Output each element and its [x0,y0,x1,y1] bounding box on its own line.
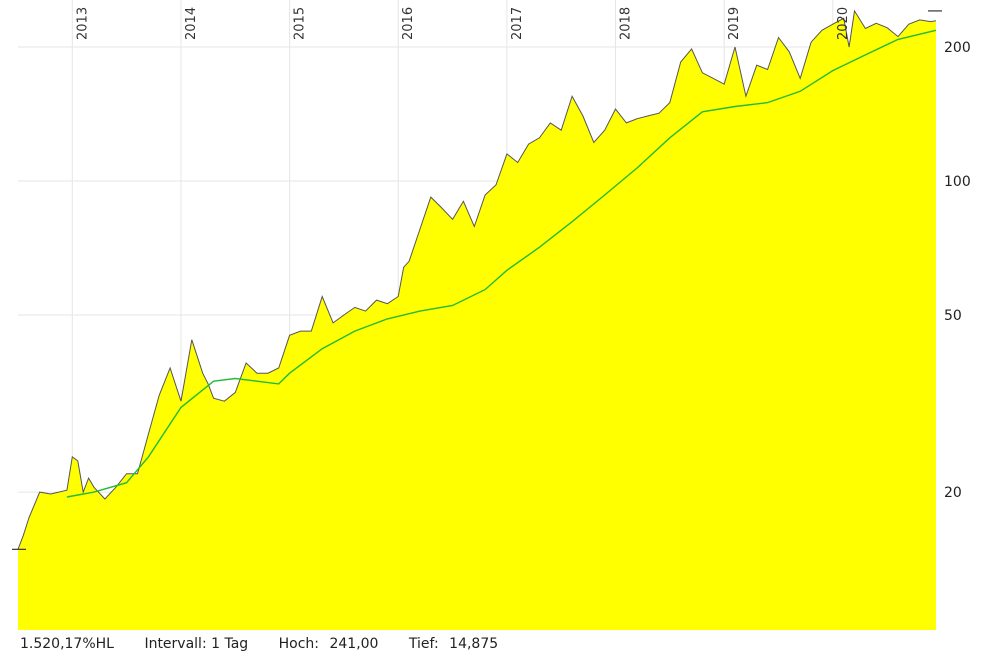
x-tick-label: 2018 [619,7,634,40]
x-tick-label: 2013 [75,7,90,40]
x-axis-ticks: 2013 2014 2015 2016 2017 2018 2019 2020 [75,7,850,40]
moving-average-line [66,29,937,498]
x-tick-label: 2017 [510,7,525,40]
range-markers [12,10,942,550]
x-tick-label: 2015 [293,7,308,40]
chart-footer: 1.520,17%HL Intervall: 1 Tag Hoch: 241,0… [20,636,524,652]
y-tick-label: 200 [944,40,971,56]
low-value: 14,875 [449,636,499,652]
low-label: Tief: [408,636,439,652]
high-label: Hoch: [278,636,320,652]
x-tick-label: 2020 [836,7,851,40]
x-tick-label: 2019 [727,7,742,40]
y-tick-label: 50 [944,308,962,324]
interval-label: Intervall: 1 Tag [144,636,249,652]
performance-label: 1.520,17%HL [20,636,114,652]
x-tick-label: 2014 [184,7,199,40]
x-tick-label: 2016 [401,7,416,40]
high-value: 241,00 [329,636,379,652]
y-tick-label: 20 [944,485,962,501]
price-chart: 2013 2014 2015 2016 2017 2018 2019 2020 20 50 100… [12,0,971,630]
y-tick-label: 100 [944,174,971,190]
y-axis-ticks: 20 50 100 200 [944,40,971,501]
price-line [17,9,937,550]
price-area [18,10,936,630]
